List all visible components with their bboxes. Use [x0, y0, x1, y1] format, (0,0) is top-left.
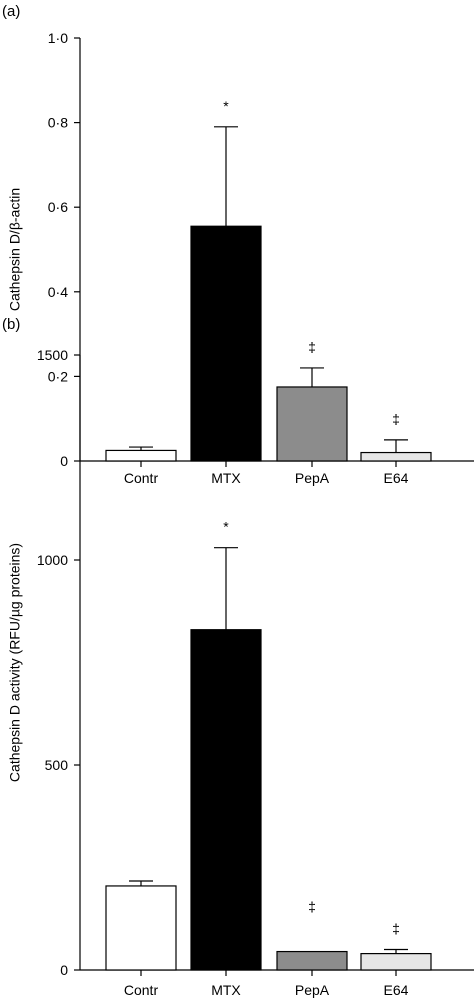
- significance-marker: ‡: [392, 411, 400, 427]
- bar-pepa: [276, 950, 348, 971]
- bar-mtx: [190, 629, 262, 971]
- y-tick-label: 500: [45, 757, 69, 773]
- y-tick-label: 0: [60, 453, 68, 469]
- x-tick-label: PepA: [295, 982, 330, 998]
- x-tick-label: MTX: [211, 470, 241, 486]
- significance-marker: ‡: [308, 339, 316, 355]
- y-tick-label: 0·2: [48, 368, 68, 384]
- panel-label: (b): [2, 316, 20, 333]
- x-tick-label: Contr: [124, 982, 159, 998]
- y-axis-label: Cathepsin D/β-actin: [7, 188, 23, 311]
- bar-e64: [360, 952, 432, 971]
- y-tick-label: 1000: [37, 552, 68, 568]
- significance-marker: ‡: [308, 899, 316, 915]
- y-tick-label: 0·4: [48, 284, 68, 300]
- y-tick-label: 0·8: [48, 115, 68, 131]
- panel-a: (a) 0 0·2 0·4 0·6 0·8 1·0 Cathepsin D/β-actin Co…: [2, 3, 474, 486]
- significance-marker: *: [223, 519, 229, 535]
- x-tick-label: E64: [384, 470, 409, 486]
- significance-marker: ‡: [392, 921, 400, 937]
- panel-label: (a): [2, 3, 20, 20]
- y-tick-label: 0·6: [48, 199, 68, 215]
- significance-marker: *: [223, 98, 229, 114]
- bar-contr: [105, 449, 177, 462]
- bar-mtx: [190, 225, 262, 462]
- panel-b: (b) 0 500 1000 1500 Cathepsin D activity (RFU…: [2, 316, 474, 998]
- bar-e64: [360, 451, 432, 462]
- y-axis-label: Cathepsin D activity (RFU/µg proteins): [7, 543, 23, 782]
- y-tick-label: 1·0: [48, 30, 68, 46]
- y-tick-label: 0: [60, 962, 68, 978]
- bar-contr: [105, 885, 177, 971]
- x-tick-label: Contr: [124, 470, 159, 486]
- x-tick-label: PepA: [295, 470, 330, 486]
- y-tick-label: 1500: [37, 347, 68, 363]
- bar-pepa: [276, 386, 348, 462]
- x-tick-label: MTX: [211, 982, 241, 998]
- x-tick-label: E64: [384, 982, 409, 998]
